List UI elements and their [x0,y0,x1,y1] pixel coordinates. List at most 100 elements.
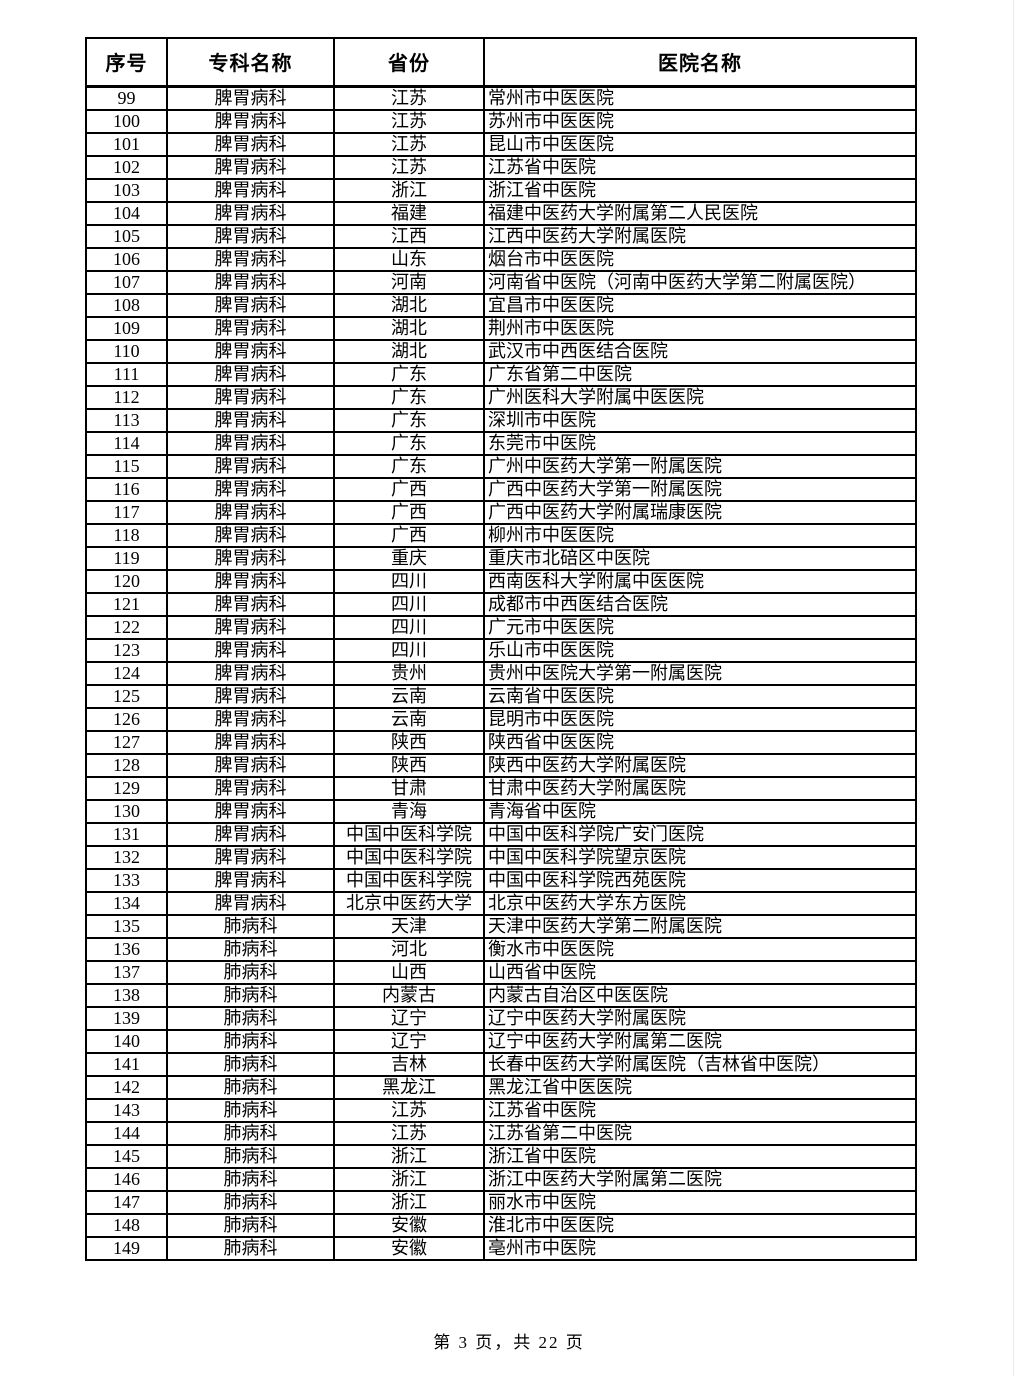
specialty-cell: 肺病科 [166,1120,335,1146]
specialty-cell: 脾胃病科 [166,683,335,709]
table-row: 114 脾胃病科 广东 东莞市中医院 [85,430,917,456]
province-cell: 安徽 [333,1235,485,1261]
table-row: 126 脾胃病科 云南 昆明市中医医院 [85,706,917,732]
province-cell: 江苏 [333,154,485,180]
province-cell: 江苏 [333,131,485,157]
hospital-name-cell: 苏州市中医医院 [483,108,917,134]
specialty-cell: 肺病科 [166,1166,335,1192]
hospital-name-cell: 宜昌市中医医院 [483,292,917,318]
seq-number-cell: 130 [85,798,168,824]
hospital-name-cell: 柳州市中医医院 [483,522,917,548]
province-cell: 甘肃 [333,775,485,801]
province-cell: 河南 [333,269,485,295]
table-row: 112 脾胃病科 广东 广州医科大学附属中医医院 [85,384,917,410]
seq-number-cell: 135 [85,913,168,939]
seq-number-cell: 123 [85,637,168,663]
specialty-cell: 肺病科 [166,1028,335,1054]
table-row: 121 脾胃病科 四川 成都市中西医结合医院 [85,591,917,617]
table-row: 117 脾胃病科 广西 广西中医药大学附属瑞康医院 [85,499,917,525]
seq-number-cell: 147 [85,1189,168,1215]
province-cell: 四川 [333,568,485,594]
specialty-cell: 脾胃病科 [166,177,335,203]
seq-number-cell: 115 [85,453,168,479]
table-row: 110 脾胃病科 湖北 武汉市中西医结合医院 [85,338,917,364]
hospital-name-cell: 丽水市中医院 [483,1189,917,1215]
hospital-name-cell: 江苏省第二中医院 [483,1120,917,1146]
table-row: 130 脾胃病科 青海 青海省中医院 [85,798,917,824]
table-row: 99 脾胃病科 江苏 常州市中医医院 [85,85,917,111]
hospital-name-cell: 西南医科大学附属中医医院 [483,568,917,594]
hospital-name-cell: 陕西省中医医院 [483,729,917,755]
hospital-name-cell: 黑龙江省中医医院 [483,1074,917,1100]
seq-number-cell: 103 [85,177,168,203]
province-cell: 吉林 [333,1051,485,1077]
specialty-cell: 脾胃病科 [166,200,335,226]
specialty-cell: 脾胃病科 [166,85,335,111]
seq-number-cell: 105 [85,223,168,249]
seq-number-cell: 124 [85,660,168,686]
seq-number-cell: 100 [85,108,168,134]
seq-number-cell: 108 [85,292,168,318]
specialty-cell: 肺病科 [166,1212,335,1238]
hospital-name-cell: 荆州市中医医院 [483,315,917,341]
seq-number-cell: 121 [85,591,168,617]
province-cell: 湖北 [333,315,485,341]
table-row: 111 脾胃病科 广东 广东省第二中医院 [85,361,917,387]
table-header-row: 序号 专科名称 省份 医院名称 [85,37,917,88]
province-cell: 青海 [333,798,485,824]
specialty-cell: 脾胃病科 [166,131,335,157]
specialty-cell: 脾胃病科 [166,384,335,410]
specialty-cell: 脾胃病科 [166,154,335,180]
hospital-name-cell: 重庆市北碚区中医院 [483,545,917,571]
seq-number-cell: 99 [85,85,168,111]
table-row: 136 肺病科 河北 衡水市中医医院 [85,936,917,962]
table-row: 106 脾胃病科 山东 烟台市中医医院 [85,246,917,272]
seq-number-cell: 144 [85,1120,168,1146]
hospital-name-cell: 昆山市中医医院 [483,131,917,157]
table-row: 134 脾胃病科 北京中医药大学 北京中医药大学东方医院 [85,890,917,916]
table-row: 140 肺病科 辽宁 辽宁中医药大学附属第二医院 [85,1028,917,1054]
province-cell: 江苏 [333,1120,485,1146]
seq-number-cell: 148 [85,1212,168,1238]
province-cell: 广东 [333,384,485,410]
table-row: 146 肺病科 浙江 浙江中医药大学附属第二医院 [85,1166,917,1192]
table-row: 105 脾胃病科 江西 江西中医药大学附属医院 [85,223,917,249]
hospital-name-cell: 成都市中西医结合医院 [483,591,917,617]
province-cell: 陕西 [333,729,485,755]
specialty-cell: 肺病科 [166,1097,335,1123]
province-cell: 湖北 [333,292,485,318]
hospital-name-cell: 浙江省中医院 [483,177,917,203]
province-cell: 重庆 [333,545,485,571]
specialty-cell: 肺病科 [166,1051,335,1077]
specialty-cell: 肺病科 [166,913,335,939]
seq-number-cell: 145 [85,1143,168,1169]
province-cell: 广东 [333,407,485,433]
table-body: 99 脾胃病科 江苏 常州市中医医院 100 脾胃病科 江苏 苏州市中医医院 101 脾胃病科 江苏… [85,85,917,1261]
header-seq-number: 序号 [85,37,168,88]
table-row: 109 脾胃病科 湖北 荆州市中医医院 [85,315,917,341]
header-province: 省份 [333,37,485,88]
seq-number-cell: 128 [85,752,168,778]
hospital-name-cell: 广西中医药大学附属瑞康医院 [483,499,917,525]
seq-number-cell: 127 [85,729,168,755]
specialty-cell: 脾胃病科 [166,821,335,847]
province-cell: 中国中医科学院 [333,867,485,893]
seq-number-cell: 117 [85,499,168,525]
hospital-name-cell: 亳州市中医院 [483,1235,917,1261]
seq-number-cell: 126 [85,706,168,732]
table-row: 125 脾胃病科 云南 云南省中医医院 [85,683,917,709]
table-row: 129 脾胃病科 甘肃 甘肃中医药大学附属医院 [85,775,917,801]
specialty-cell: 肺病科 [166,936,335,962]
specialty-cell: 脾胃病科 [166,890,335,916]
specialty-cell: 脾胃病科 [166,476,335,502]
seq-number-cell: 102 [85,154,168,180]
hospital-name-cell: 江苏省中医院 [483,1097,917,1123]
seq-number-cell: 132 [85,844,168,870]
specialty-cell: 脾胃病科 [166,430,335,456]
table-row: 132 脾胃病科 中国中医科学院 中国中医科学院望京医院 [85,844,917,870]
table-row: 124 脾胃病科 贵州 贵州中医院大学第一附属医院 [85,660,917,686]
table-row: 104 脾胃病科 福建 福建中医药大学附属第二人民医院 [85,200,917,226]
province-cell: 浙江 [333,1166,485,1192]
specialty-cell: 脾胃病科 [166,706,335,732]
specialty-cell: 脾胃病科 [166,522,335,548]
